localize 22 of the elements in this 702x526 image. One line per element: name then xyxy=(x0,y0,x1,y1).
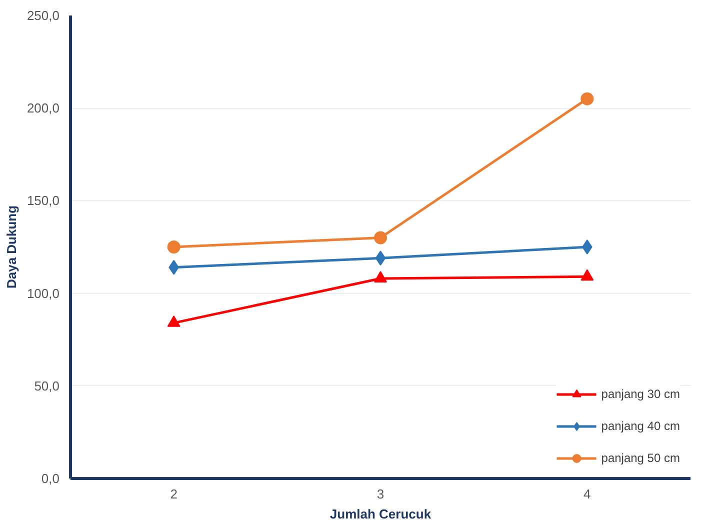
x-axis-title: Jumlah Cerucuk xyxy=(330,506,432,522)
point xyxy=(580,269,594,281)
point xyxy=(580,92,594,106)
legend-label: panjang 30 cm xyxy=(601,387,680,401)
legend-label: panjang 40 cm xyxy=(601,419,680,433)
point xyxy=(375,250,386,266)
point xyxy=(167,240,180,254)
point xyxy=(582,240,592,254)
point xyxy=(374,271,387,282)
y-tick-label: 200,0 xyxy=(26,100,60,116)
y-tick-label: 250,0 xyxy=(26,8,60,23)
y-axis-title: Daya Dukung xyxy=(4,205,19,289)
y-tick-label: 50,0 xyxy=(34,378,60,394)
point xyxy=(167,316,180,327)
y-tick-label: 100,0 xyxy=(26,286,60,301)
point xyxy=(374,231,387,244)
y-tick-label: 0,0 xyxy=(41,471,60,486)
y-tick-label: 150,0 xyxy=(26,193,60,208)
legend-label: panjang 50 cm xyxy=(601,451,680,465)
x-tick-label: 4 xyxy=(584,486,591,502)
x-tick-label: 3 xyxy=(376,486,384,502)
x-tick-label: 2 xyxy=(170,486,178,502)
